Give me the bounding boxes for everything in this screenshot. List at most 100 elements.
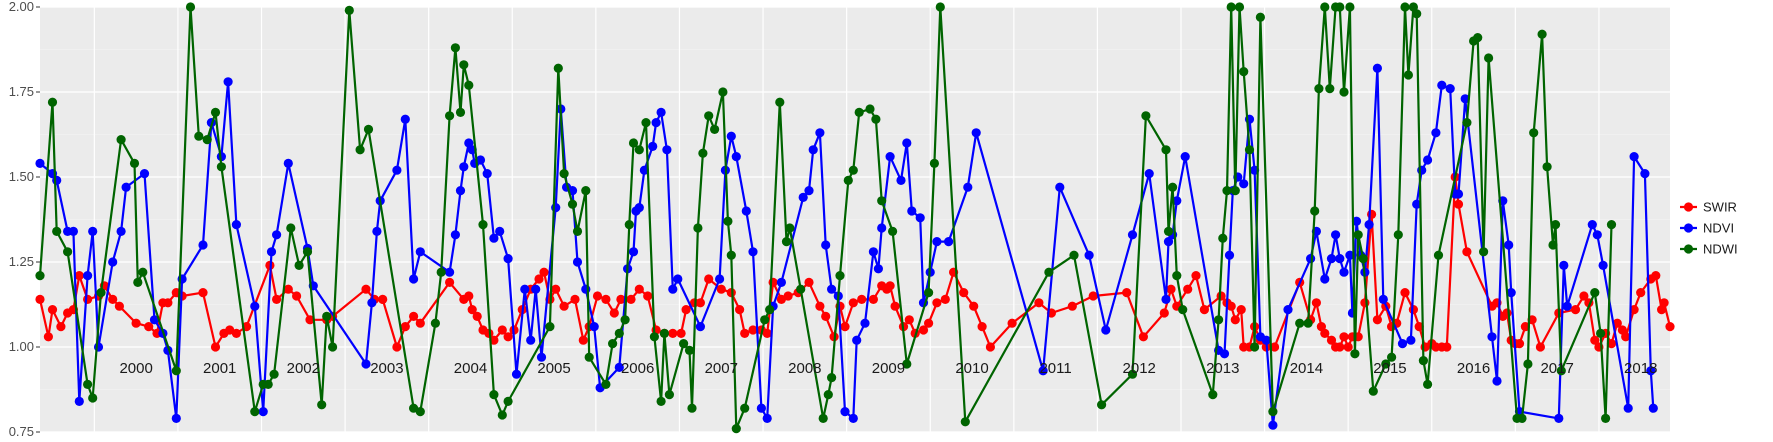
year-label: 2014 (1290, 360, 1323, 377)
data-point-ndwi (1606, 220, 1617, 230)
data-point-ndwi (1358, 254, 1368, 264)
data-point-ndwi (478, 220, 488, 230)
data-point-ndwi (263, 379, 273, 389)
data-point-ndvi (231, 220, 241, 230)
data-point-ndvi (503, 254, 513, 264)
data-point-ndvi (1239, 179, 1249, 189)
data-point-ndwi (827, 373, 837, 383)
data-point-ndwi (1548, 240, 1558, 250)
data-point-swir (940, 294, 950, 304)
data-point-ndvi (748, 247, 758, 257)
year-label: 2007 (705, 360, 738, 377)
data-point-ndvi (1648, 403, 1658, 413)
data-point-ndvi (455, 186, 466, 196)
data-point-ndwi (693, 223, 703, 233)
data-point-ndwi (88, 393, 98, 403)
series-ndwi (35, 2, 1617, 434)
data-point-ndvi (1364, 220, 1374, 230)
data-point-swir (163, 298, 173, 308)
data-point-ndwi (620, 315, 630, 325)
data-point-ndvi (1460, 94, 1470, 104)
data-point-ndvi (1487, 332, 1497, 342)
data-point-ndvi (1372, 63, 1382, 73)
data-point-ndvi (572, 257, 583, 267)
legend-item-ndvi: NDVI (1680, 221, 1734, 236)
data-point-swir (1034, 298, 1044, 308)
data-point-ndwi (250, 407, 260, 417)
data-point-swir (932, 298, 942, 308)
data-point-ndvi (581, 284, 591, 294)
data-point-ndvi (1345, 250, 1355, 260)
data-point-ndvi (1335, 254, 1345, 264)
data-point-ndwi (436, 267, 446, 277)
data-point-ndwi (835, 271, 845, 281)
data-point-swir (985, 342, 996, 352)
data-point-swir (1320, 328, 1330, 338)
data-point-ndvi (83, 271, 93, 281)
data-point-swir (445, 277, 455, 287)
data-point-ndwi (1250, 342, 1260, 352)
data-point-ndwi (503, 396, 513, 406)
data-point-ndwi (302, 247, 313, 257)
data-point-ndvi (1224, 250, 1235, 260)
data-point-ndwi (450, 43, 460, 53)
data-point-ndvi (1261, 335, 1271, 345)
data-point-swir (1339, 332, 1349, 342)
legend-key-point (1683, 223, 1694, 233)
data-point-ndwi (710, 124, 720, 134)
data-point-ndwi (731, 424, 741, 434)
data-point-ndwi (1556, 366, 1566, 376)
data-point-swir (1159, 308, 1169, 318)
data-point-ndvi (715, 274, 725, 284)
data-point-swir (472, 311, 482, 321)
data-point-ndwi (664, 390, 675, 400)
y-tick-label: 1.25 (9, 254, 34, 269)
data-point-ndvi (511, 369, 522, 379)
data-point-swir (503, 332, 513, 342)
data-point-ndvi (907, 206, 917, 216)
data-point-ndvi (1161, 294, 1171, 304)
data-point-swir (305, 315, 315, 325)
data-point-ndwi (1222, 186, 1232, 196)
data-point-ndvi (1306, 254, 1316, 264)
data-point-ndvi (1417, 165, 1427, 175)
data-point-ndvi (815, 128, 825, 138)
data-point-ndvi (662, 145, 672, 155)
year-label: 2010 (955, 360, 988, 377)
year-label: 2006 (621, 360, 654, 377)
data-point-ndvi (776, 277, 787, 287)
data-point-ndwi (52, 226, 62, 236)
data-point-swir (83, 294, 93, 304)
data-point-ndvi (1038, 366, 1048, 376)
data-point-ndvi (1504, 240, 1514, 250)
data-point-ndwi (704, 111, 714, 121)
data-point-ndvi (1180, 152, 1190, 162)
data-point-ndvi (756, 403, 767, 413)
data-point-ndvi (74, 396, 84, 406)
data-point-ndvi (798, 192, 808, 202)
data-point-ndwi (628, 138, 639, 148)
data-point-ndwi (1345, 2, 1355, 12)
data-point-ndvi (656, 107, 666, 117)
data-point-ndvi (198, 240, 208, 250)
data-point-swir (1414, 322, 1424, 332)
data-point-ndvi (258, 407, 268, 417)
data-point-swir (43, 332, 54, 342)
data-point-swir (1343, 342, 1353, 352)
data-point-swir (840, 322, 850, 332)
data-point-swir (1183, 284, 1193, 294)
data-point-swir (1400, 288, 1410, 298)
data-point-ndwi (1141, 111, 1151, 121)
legend-key-point (1683, 202, 1694, 212)
year-label: 2001 (203, 360, 236, 377)
data-point-swir (969, 301, 979, 311)
data-point-ndwi (1542, 162, 1552, 172)
data-point-ndwi (935, 2, 945, 12)
y-axis: 0.75 1.00 1.25 1.50 1.75 2.00 (9, 0, 40, 439)
data-point-ndvi (1623, 403, 1633, 413)
data-point-ndvi (821, 240, 831, 250)
data-point-ndwi (1230, 186, 1240, 196)
data-point-ndwi (1208, 390, 1218, 400)
data-point-ndvi (1453, 189, 1464, 199)
